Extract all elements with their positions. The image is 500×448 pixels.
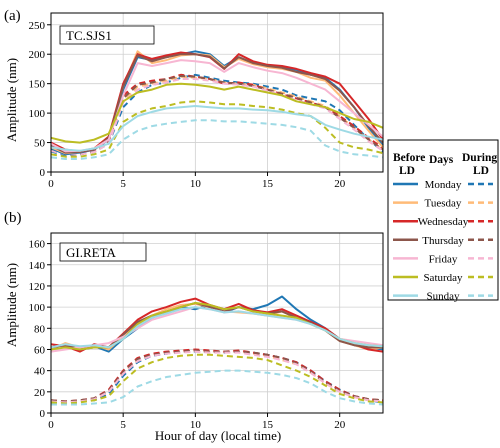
series-a-saturday-before [50, 82, 384, 144]
ytick-label-b-3: 60 [34, 344, 46, 356]
xtick-label-b-2: 10 [190, 419, 202, 431]
series-a-monday-during [50, 73, 384, 157]
panel-a-plot: 0 50 100 150 200 250 0 5 10 15 20 TC.SJS1 [29, 12, 384, 190]
legend-entries: Monday Tuesday Wednesday Thursday Friday Satu… [393, 179, 493, 303]
legend-header-days: Days [429, 154, 454, 166]
legend-label-thursday: Thursday [422, 235, 464, 247]
ytick-label-a-0: 0 [40, 167, 46, 179]
series-a-sunday-before [50, 105, 384, 152]
panel-b-label: (b) [4, 210, 22, 226]
station-box-b [59, 242, 147, 262]
panel-b-plot: 0 20 40 60 80 100 120 140 160 0 5 10 15 20 GI.RETA [29, 232, 384, 431]
legend-label-friday: Friday [429, 253, 458, 265]
panel-a-label: (a) [4, 8, 21, 24]
xtick-label-a-1: 5 [120, 178, 126, 190]
xtick-label-b-0: 0 [48, 419, 54, 431]
series-a-friday-during [50, 78, 384, 156]
legend-header-during: During LD [462, 152, 497, 177]
xtick-label-b-1: 5 [120, 419, 126, 431]
ticks-b: 0 20 40 60 80 100 120 140 160 0 5 10 15 20 [29, 239, 346, 431]
xtick-label-a-0: 0 [48, 178, 54, 190]
ticks-a: 0 50 100 150 200 250 0 5 10 15 20 [29, 20, 346, 190]
series-a-thursday-before [50, 53, 384, 154]
xtick-label-a-4: 20 [334, 178, 346, 190]
xtick-label-b-4: 20 [334, 419, 346, 431]
series-b-friday-during [50, 350, 384, 404]
legend-label-sunday: Sunday [427, 291, 461, 303]
ytick-label-b-0: 0 [40, 408, 46, 420]
plot-border-a [50, 12, 384, 173]
ytick-label-a-5: 250 [29, 20, 46, 32]
series-lines-a [50, 50, 384, 160]
series-a-sunday-during [50, 119, 384, 160]
ytick-label-b-1: 20 [34, 387, 46, 399]
ytick-label-b-6: 120 [29, 281, 46, 293]
series-b-saturday-during [50, 353, 384, 405]
xlabel: Hour of day (local time) [155, 428, 281, 443]
series-lines-b [50, 295, 384, 406]
ytick-label-a-4: 200 [29, 49, 46, 61]
legend-label-saturday: Saturday [423, 272, 463, 284]
legend: Before LD Days During LD Monday Tuesday Wedn… [387, 139, 499, 303]
ylabel-b: Amplitude (nm) [4, 263, 19, 347]
ytick-label-b-4: 80 [34, 323, 46, 335]
ytick-label-b-8: 160 [29, 239, 46, 251]
legend-label-tuesday: Tuesday [425, 198, 462, 210]
xtick-label-a-2: 10 [190, 178, 202, 190]
grid-b [50, 233, 383, 414]
series-a-friday-before [50, 59, 384, 153]
ytick-label-a-3: 150 [29, 79, 46, 91]
ytick-label-b-2: 40 [34, 366, 46, 378]
xtick-label-b-3: 15 [262, 419, 274, 431]
station-label-a: TC.SJS1 [66, 28, 112, 43]
plot-border-b [50, 232, 384, 414]
xtick-label-a-3: 15 [262, 178, 274, 190]
legend-label-wednesday: Wednesday [418, 216, 469, 228]
series-b-sunday-during [51, 369, 384, 406]
ytick-label-b-5: 100 [29, 302, 46, 314]
ylabel-a: Amplitude (nm) [4, 58, 19, 142]
series-a-saturday-during [50, 100, 384, 158]
station-label-b: GI.RETA [66, 245, 116, 260]
station-box-a [59, 25, 155, 45]
ytick-label-a-1: 50 [34, 138, 46, 150]
legend-label-monday: Monday [425, 179, 462, 191]
legend-header-before: Before LD [393, 152, 425, 177]
series-b-sunday-before [50, 306, 384, 349]
ytick-label-a-2: 100 [29, 108, 46, 120]
ytick-label-b-7: 140 [29, 260, 46, 272]
